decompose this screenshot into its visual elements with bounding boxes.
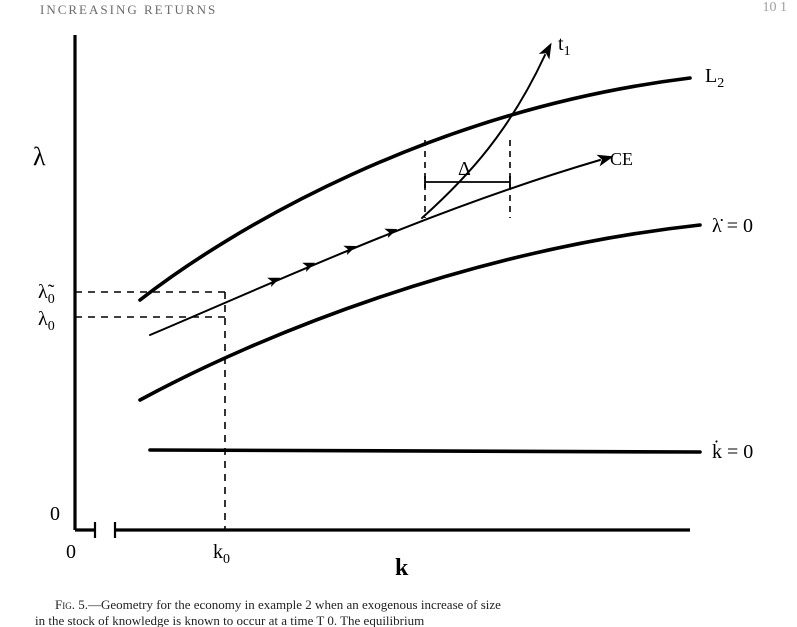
labels: λ k 0 0 k0 λ̃0 λ0 Δ L2 CE xyxy=(33,33,753,581)
origin-label: 0 xyxy=(66,541,76,563)
running-head: INCREASING RETURNS xyxy=(40,2,217,18)
thick-curves xyxy=(140,78,700,452)
caption-fig-label: Fig. 5. xyxy=(55,597,88,612)
axes xyxy=(75,35,690,538)
page-number: 10 1 xyxy=(763,0,788,16)
curve-L2 xyxy=(140,78,690,300)
y-zero-label: 0 xyxy=(50,503,60,525)
figure-stage: INCREASING RETURNS 10 1 xyxy=(0,0,797,627)
thin-curves xyxy=(150,55,600,335)
figure-caption-line2: in the stock of knowledge is known to oc… xyxy=(35,613,755,627)
label-lambda-dot: λ̇ = 0 xyxy=(712,215,753,237)
lambda0-label: λ0 xyxy=(38,308,55,334)
phase-diagram: λ k 0 0 k0 λ̃0 λ0 Δ L2 CE xyxy=(0,0,797,595)
caption-line1: —Geometry for the economy in example 2 w… xyxy=(88,597,501,612)
label-k-dot: k̇ = 0 xyxy=(712,438,753,463)
curve-k-dot-zero xyxy=(150,450,700,452)
k0-label: k0 xyxy=(213,541,230,567)
lambda0-tilde-label: λ̃0 xyxy=(38,281,55,307)
delta-label: Δ xyxy=(458,158,471,180)
x-axis-label: k xyxy=(395,555,409,581)
t1-end-arrow xyxy=(539,40,557,60)
figure-caption: Fig. 5.—Geometry for the economy in exam… xyxy=(55,597,775,613)
curve-lambda-dot-zero xyxy=(140,225,700,400)
guide-lines xyxy=(75,292,225,530)
label-L2: L2 xyxy=(705,65,724,91)
ce-direction-arrows xyxy=(267,224,399,287)
y-axis-label: λ xyxy=(33,142,46,171)
label-CE: CE xyxy=(610,149,633,169)
label-t1: t1 xyxy=(558,33,571,59)
